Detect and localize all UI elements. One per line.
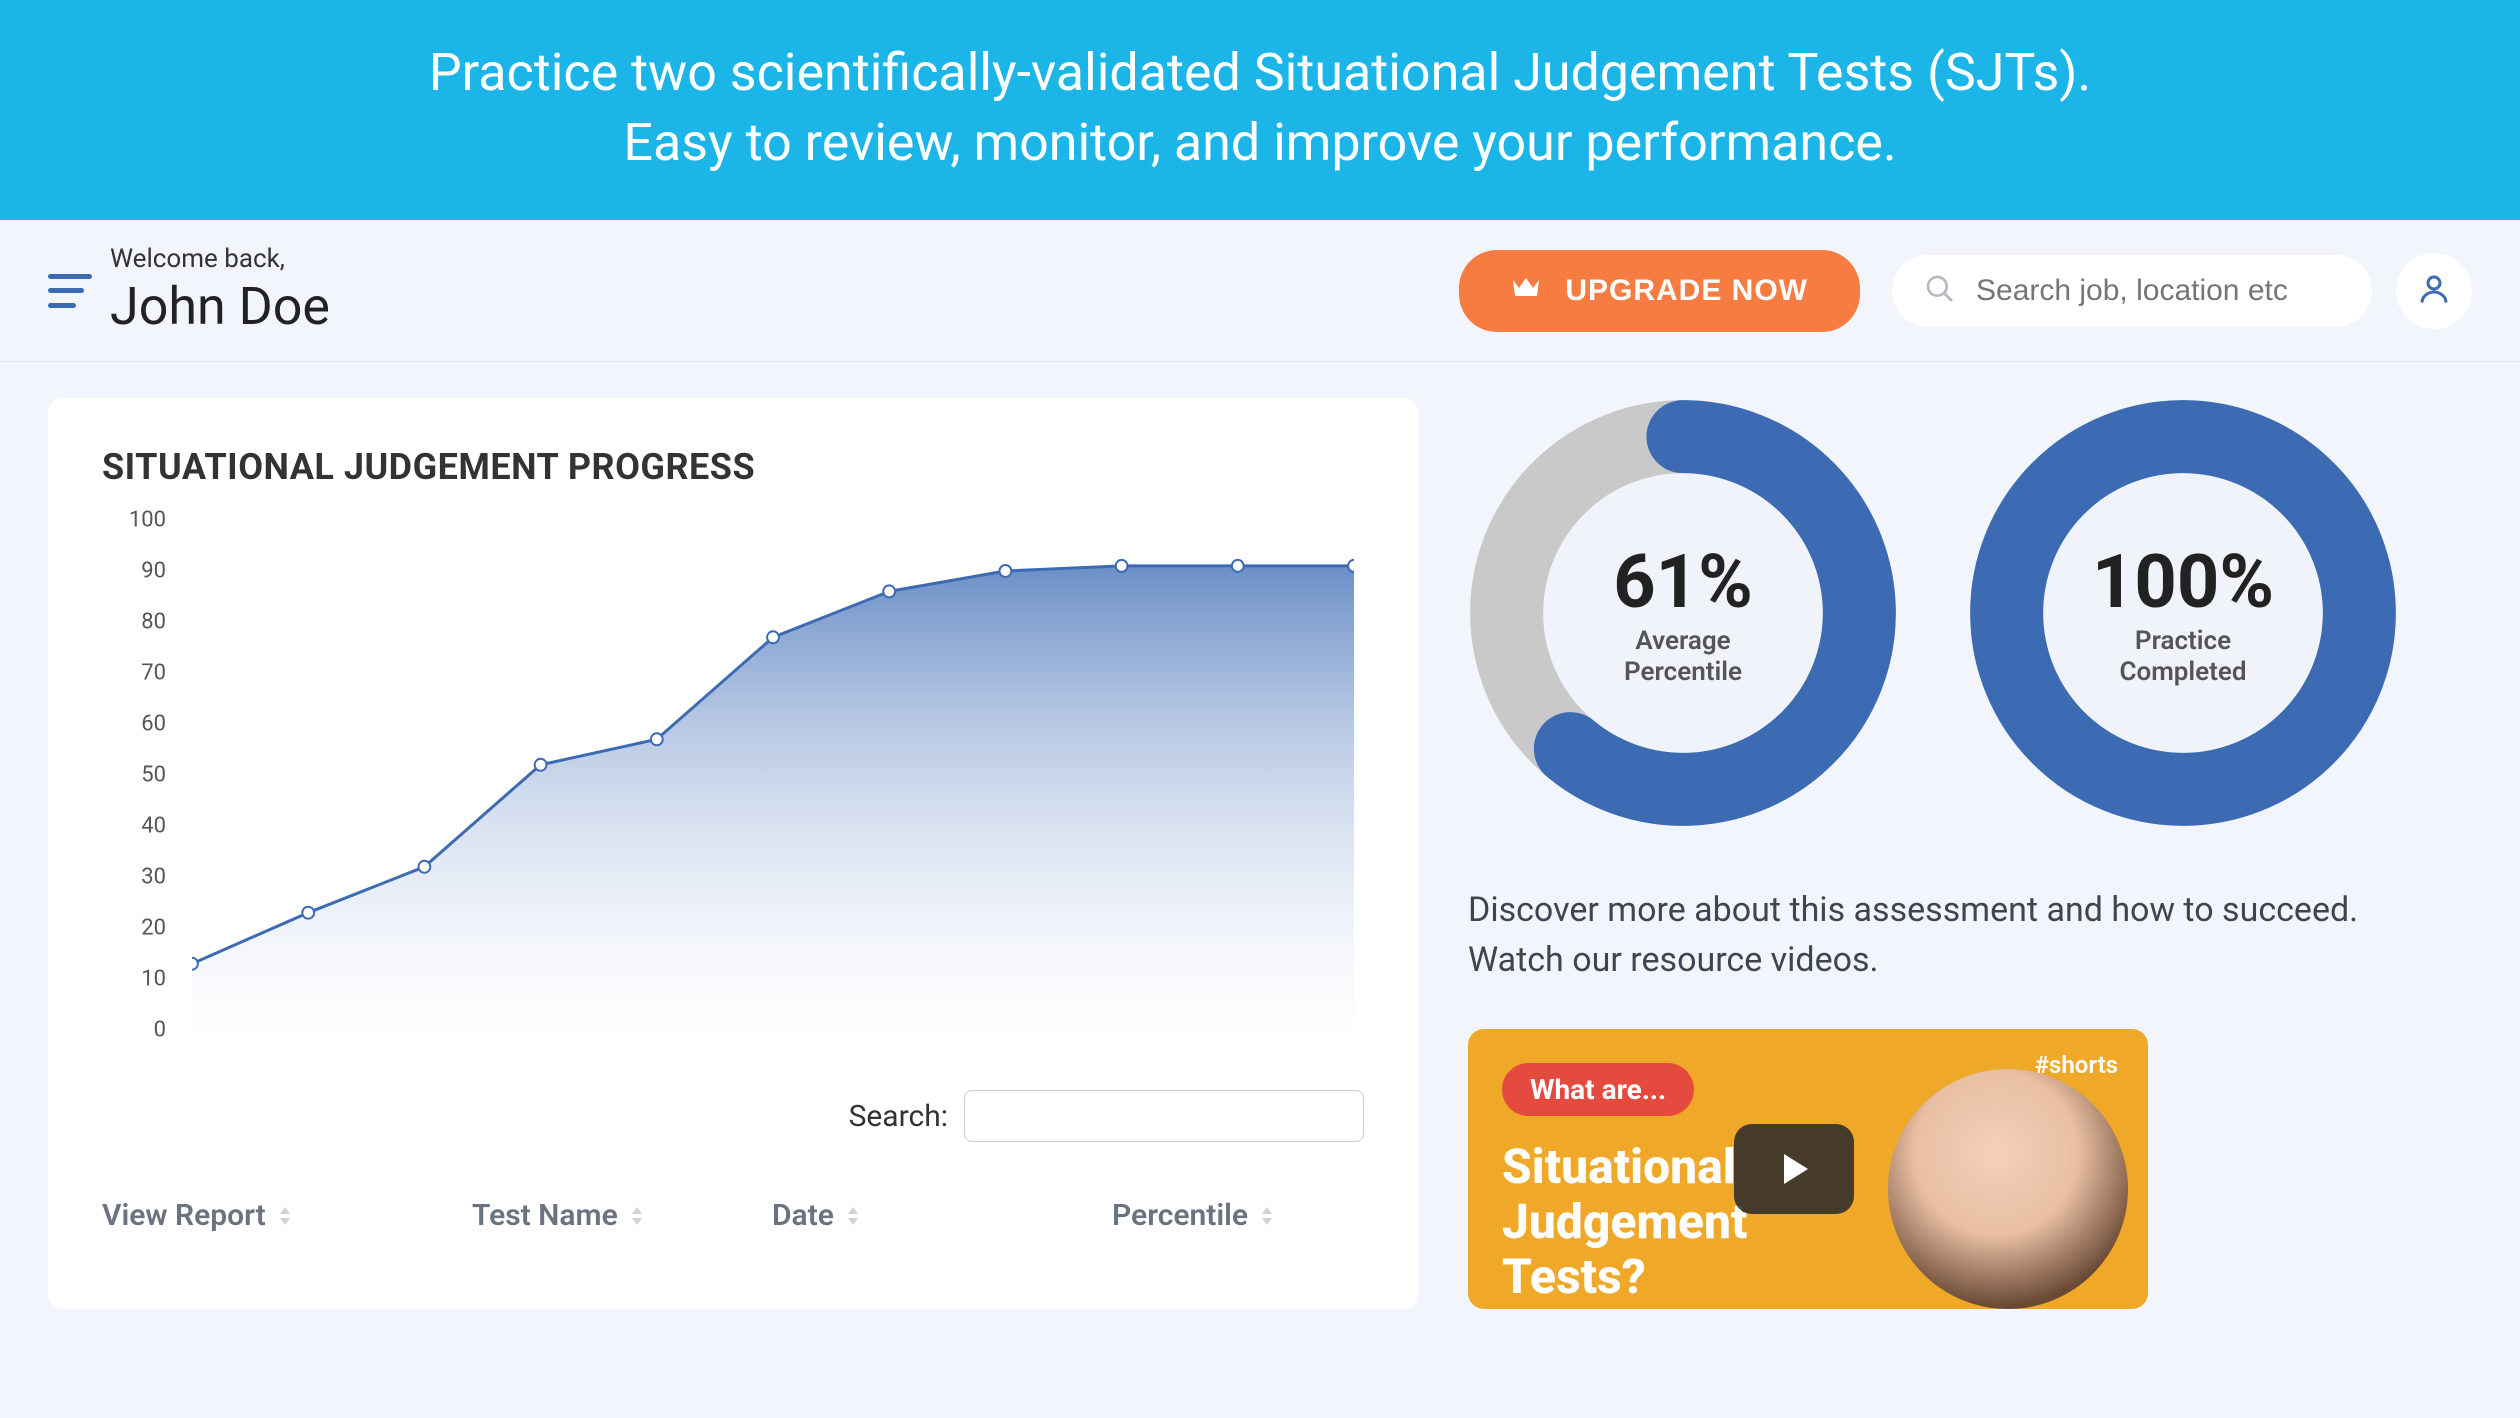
search-box[interactable] bbox=[1892, 255, 2372, 327]
gauge-practice-completed: 100% PracticeCompleted bbox=[1968, 398, 2398, 828]
upgrade-button[interactable]: UPGRADE NOW bbox=[1459, 250, 1860, 332]
avatar-button[interactable] bbox=[2396, 253, 2472, 329]
gauge-value: 100% bbox=[2092, 539, 2274, 626]
progress-panel: SITUATIONAL JUDGEMENT PROGRESS 010203040… bbox=[48, 398, 1418, 1309]
table-search-input[interactable] bbox=[964, 1090, 1364, 1142]
play-icon[interactable] bbox=[1734, 1124, 1854, 1214]
th-view-report[interactable]: View Report bbox=[102, 1198, 472, 1233]
video-shorts-tag: #shorts bbox=[2035, 1051, 2118, 1079]
sort-icon bbox=[844, 1205, 862, 1227]
gauge-label: PracticeCompleted bbox=[2119, 626, 2246, 688]
chart-title: SITUATIONAL JUDGEMENT PROGRESS bbox=[102, 446, 1364, 488]
th-percentile[interactable]: Percentile bbox=[1112, 1198, 1332, 1233]
video-thumbnail-person bbox=[1888, 1069, 2128, 1309]
gauge-average-percentile: 61% AveragePercentile bbox=[1468, 398, 1898, 828]
table-header: View Report Test Name Date Percentile bbox=[102, 1198, 1364, 1233]
discover-text: Discover more about this assessment and … bbox=[1468, 886, 2388, 985]
gauge-value: 61% bbox=[1613, 539, 1753, 626]
welcome-block: Welcome back, John Doe bbox=[110, 244, 330, 337]
user-name: John Doe bbox=[110, 276, 330, 337]
progress-chart: 0102030405060708090100 bbox=[122, 520, 1364, 1050]
sort-icon bbox=[1258, 1205, 1276, 1227]
banner-line-1: Practice two scientifically-validated Si… bbox=[40, 38, 2480, 108]
video-title: Situational Judgement Tests? bbox=[1502, 1139, 1747, 1305]
video-card[interactable]: What are... #shorts Situational Judgemen… bbox=[1468, 1029, 2148, 1309]
video-badge: What are... bbox=[1502, 1063, 1694, 1116]
promo-banner: Practice two scientifically-validated Si… bbox=[0, 0, 2520, 220]
search-icon bbox=[1924, 273, 1956, 309]
crown-icon bbox=[1511, 274, 1541, 308]
table-search-label: Search: bbox=[849, 1099, 948, 1134]
banner-line-2: Easy to review, monitor, and improve you… bbox=[40, 108, 2480, 178]
upgrade-label: UPGRADE NOW bbox=[1565, 274, 1808, 308]
th-date[interactable]: Date bbox=[772, 1198, 1112, 1233]
user-icon bbox=[2416, 271, 2452, 311]
header: Welcome back, John Doe UPGRADE NOW bbox=[0, 220, 2520, 362]
sort-icon bbox=[276, 1205, 294, 1227]
sort-icon bbox=[628, 1205, 646, 1227]
welcome-text: Welcome back, bbox=[110, 244, 330, 274]
search-input[interactable] bbox=[1976, 274, 2340, 308]
th-test-name[interactable]: Test Name bbox=[472, 1198, 772, 1233]
menu-icon[interactable] bbox=[48, 274, 92, 308]
gauge-label: AveragePercentile bbox=[1624, 626, 1742, 688]
